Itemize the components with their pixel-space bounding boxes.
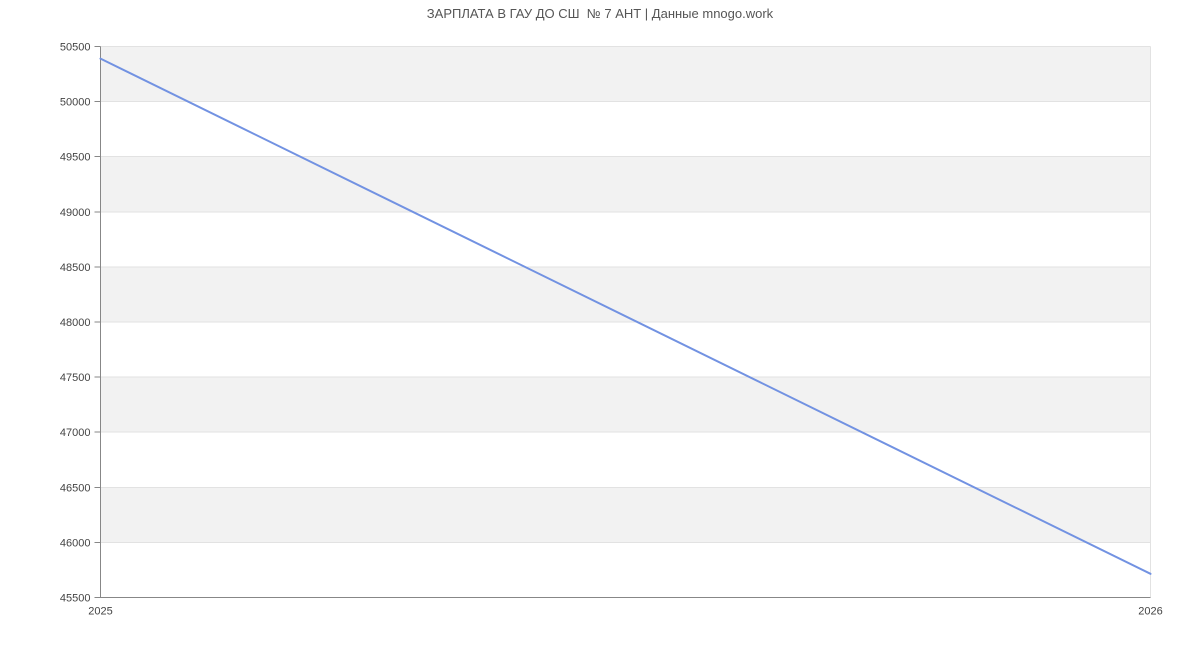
y-tick-label: 50000 bbox=[60, 97, 91, 109]
y-tick-label: 48000 bbox=[60, 317, 91, 329]
y-tick-label: 48500 bbox=[60, 262, 91, 274]
y-tick-label: 46500 bbox=[60, 482, 91, 494]
chart-title: ЗАРПЛАТА В ГАУ ДО СШ № 7 АНТ | Данные mn… bbox=[426, 6, 774, 21]
plot-band bbox=[100, 487, 1151, 543]
y-tick-label: 50500 bbox=[60, 42, 91, 54]
plot-band bbox=[100, 156, 1151, 212]
plot-band bbox=[100, 377, 1151, 433]
y-tick-label: 47000 bbox=[60, 427, 91, 439]
series-line bbox=[99, 57, 1152, 575]
plot-band bbox=[100, 46, 1151, 102]
plot-band bbox=[100, 266, 1151, 322]
y-tick-label: 45500 bbox=[60, 593, 91, 605]
x-tick-label: 2025 bbox=[88, 606, 112, 618]
y-tick-label: 46000 bbox=[60, 537, 91, 549]
y-tick-label: 49000 bbox=[60, 207, 91, 219]
x-tick-label: 2026 bbox=[1138, 606, 1162, 618]
y-tick-label: 47500 bbox=[60, 372, 91, 384]
y-tick-label: 49500 bbox=[60, 152, 91, 164]
